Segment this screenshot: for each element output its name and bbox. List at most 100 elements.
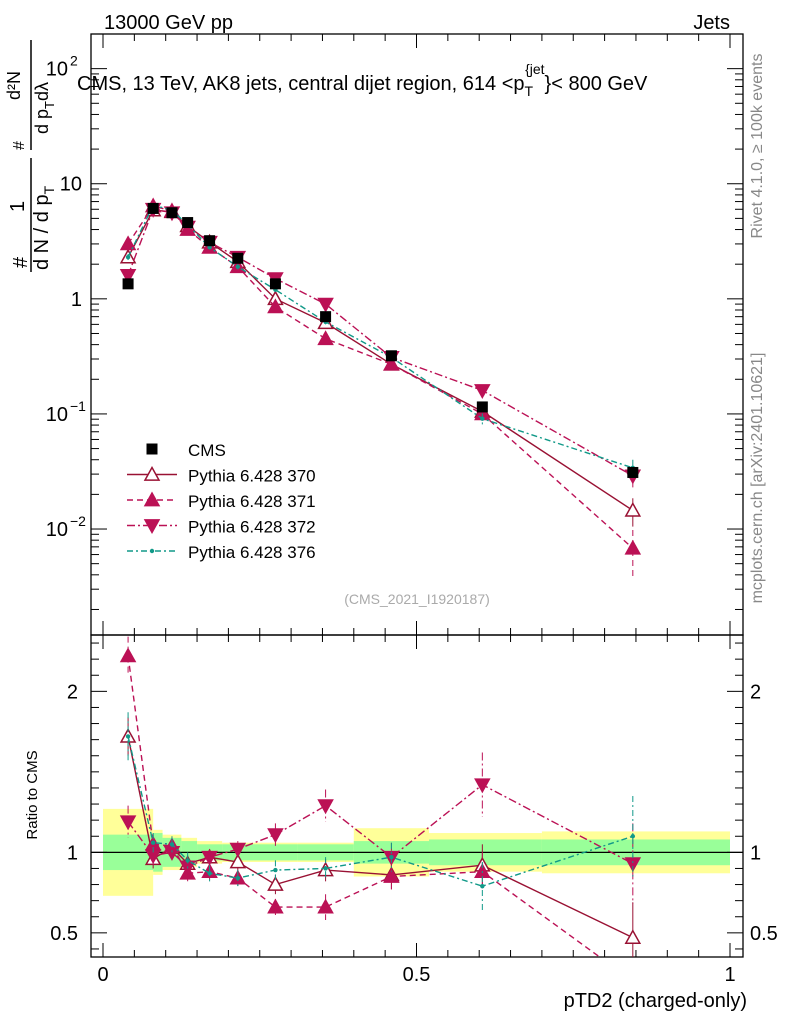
ratio-point [150,840,156,845]
cms-point [476,401,488,413]
legend-cms-label: CMS [188,441,226,460]
ratio-point [383,867,400,883]
y-tick-label-top: 10 [46,404,68,426]
ratio-point [229,842,247,858]
series-point [624,539,642,555]
series-point [119,235,137,251]
chart-title-main: CMS, 13 TeV, AK8 jets, central dijet reg… [77,73,525,95]
ratio-point [630,834,636,839]
legend-marker [143,491,161,507]
ratio-point [480,883,485,889]
header-right: Jets [693,12,730,34]
cms-point [385,350,397,362]
ratio-point [474,778,491,794]
y-tick-label-top: 10 [46,519,68,541]
ratio-series-2 [119,636,640,987]
y-tick-label-exp: 2 [70,53,78,69]
series-4 [125,203,636,478]
cms-point [232,252,244,264]
ratio-line [127,655,601,957]
series-point [317,330,334,346]
series-point [267,298,284,314]
legend: CMS Pythia 6.428 370 Pythia 6.428 371 Pythi… [127,441,316,562]
y-tick-label-exp: −2 [70,513,86,529]
ratio-point [169,842,175,847]
ratio-point [185,858,190,863]
ratio-point [267,828,284,844]
ratio-point [317,898,334,914]
cms-point [147,202,159,214]
y-tick-label-bottom: 1 [67,842,78,864]
cms-point [320,311,332,323]
ratio-point [624,857,642,873]
ratio-series-4 [125,712,636,911]
ratio-point [317,799,334,815]
ratio-point [624,929,642,945]
series-point [119,268,137,284]
ratio-panel: 0 0.5 1 0.5 0.5 1 1 2 2 [50,634,778,987]
ylabel-den2-text: d p [32,109,52,134]
ratio-data [119,636,642,987]
ratio-point [273,867,278,873]
ratio-point [267,876,284,891]
ratio-point [389,854,394,860]
cms-point [269,278,281,290]
series-point [624,501,642,517]
y-tick-label-top: 10 [60,174,82,196]
ylabel-hash-1: # [10,256,32,268]
ratio-point [235,875,241,881]
legend-marker [149,548,155,554]
ylabel-den-text: d N / d p [31,194,53,270]
cms-point [122,278,134,290]
ratio-point [119,647,137,663]
legend-marker [143,519,161,535]
y-tick-label-bottom: 0.5 [50,923,78,945]
chart-title-sub: T [525,83,534,99]
y-tick-label-bottom-right: 2 [750,681,761,703]
chart-title-sup: {jet [525,61,545,77]
series-point [207,245,212,250]
ratio-point [626,974,640,987]
ylabel-den: d N / d pT [31,185,57,270]
source-link: mcplots.cern.ch [arXiv:2401.10621] [749,353,766,604]
ratio-point [125,734,131,739]
series-point [235,264,241,269]
legend-marker [143,465,161,481]
series-point [480,416,485,421]
y-tick-label-top: 1 [71,289,82,311]
legend-cms-marker [146,443,158,455]
x-axis-label: pTD2 (charged-only) [564,990,747,1012]
series-line [127,208,634,477]
legend-label: Pythia 6.428 376 [188,543,316,562]
ratio-line [127,736,634,887]
cms-point [204,235,216,247]
y-tick-label-top: 10 [46,59,68,81]
series-point [317,297,334,313]
ratio-frame [90,634,744,958]
cms-point [627,466,639,478]
ratio-point [201,850,218,866]
ratio-point [323,866,328,871]
ylabel-num: 1 [7,201,29,212]
cms-point [182,217,194,229]
chart-title: CMS, 13 TeV, AK8 jets, central dijet reg… [77,61,648,99]
cms-point [166,207,178,219]
x-tick-label: 0.5 [403,964,431,986]
chart-title-tail: }< 800 GeV [545,73,649,95]
y-tick-label-bottom: 2 [67,681,78,703]
header-left: 13000 GeV pp [104,12,233,34]
ylabel-d2n: d²N [4,71,24,100]
y-tick-label-bottom-right: 1 [750,842,761,864]
x-tick-label: 0 [97,964,108,986]
rivet-version: Rivet 4.1.0, ≥ 100k events [749,54,766,239]
ratio-point [267,898,284,914]
legend-label: Pythia 6.428 372 [188,518,316,537]
series-point [125,255,131,260]
ylabel-den2-tail: dλ [32,82,52,101]
ylabel-den2-sub: T [42,101,57,109]
ratio-point [229,853,247,869]
bottom-y-axis-label: Ratio to CMS [24,750,41,839]
top-y-axis-label: # 1 d N / d pT # d²N d pTdλ [4,40,57,272]
